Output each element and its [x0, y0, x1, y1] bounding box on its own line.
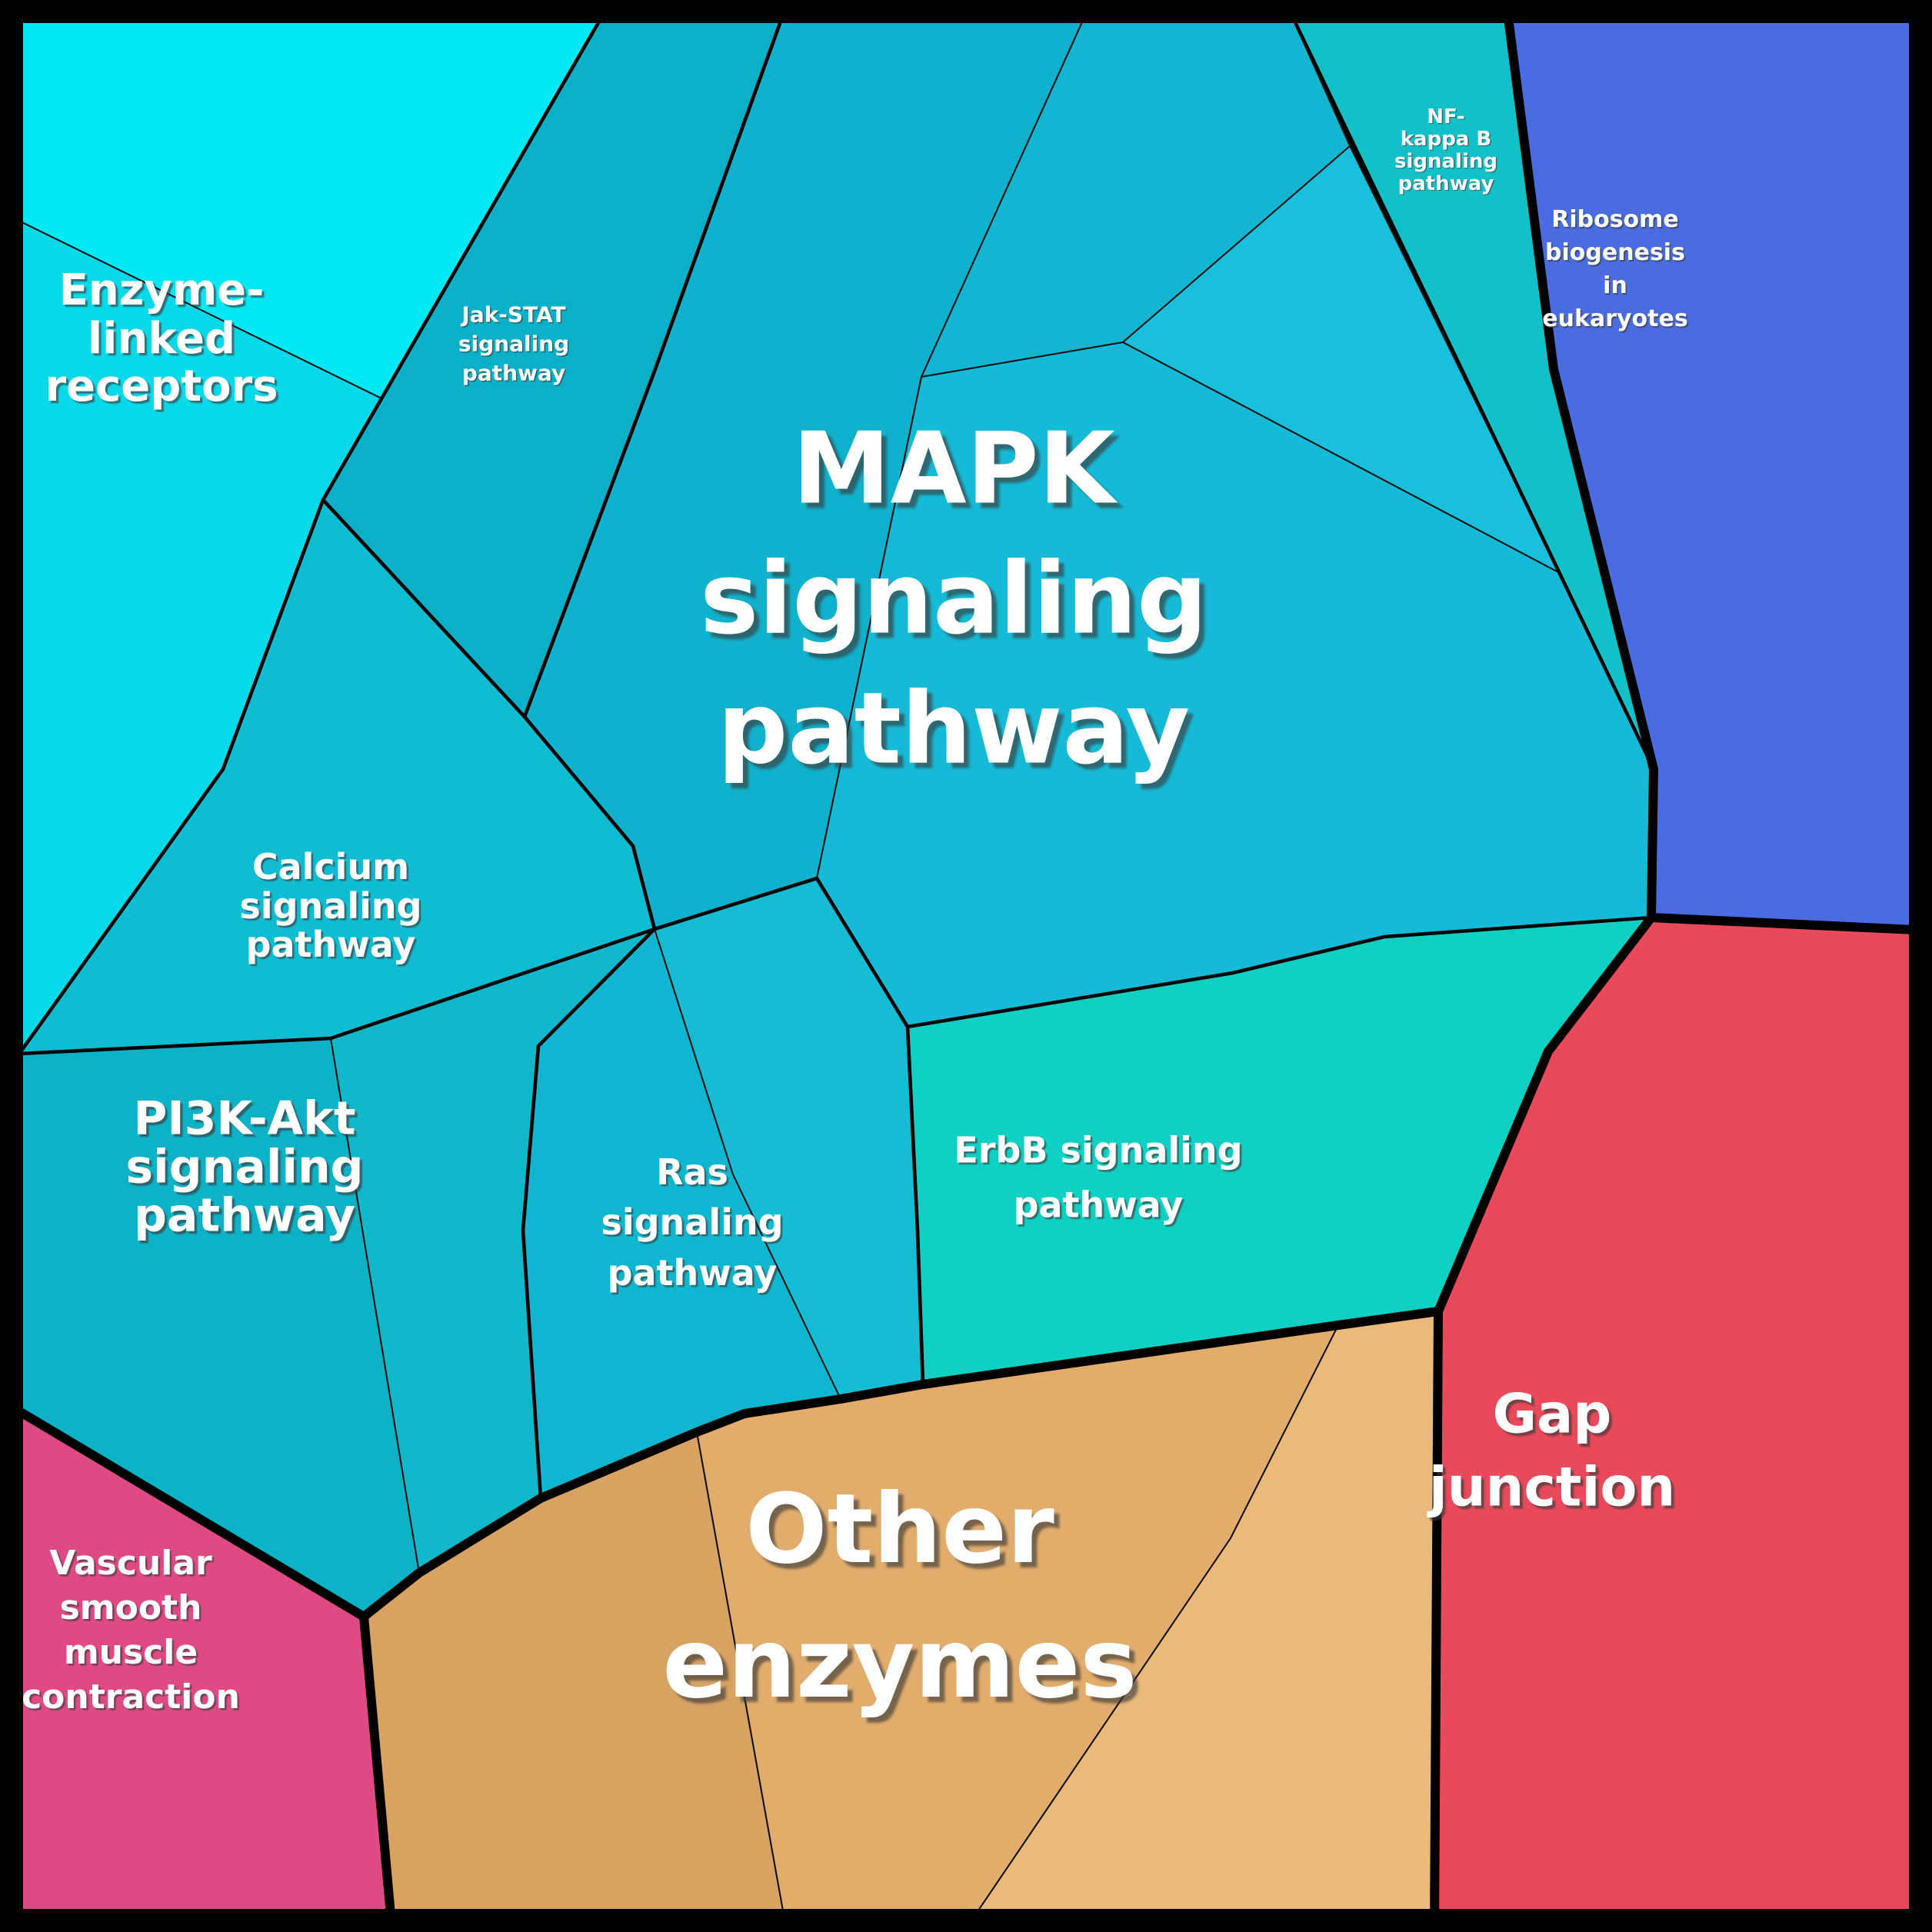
subcell-borders — [0, 0, 1561, 1932]
boundary-line — [359, 1307, 1443, 1621]
boundary-line — [652, 876, 910, 1029]
label-vascular-smooth-muscle-contraction: Vascular smooth muscle contraction — [22, 1543, 240, 1717]
boundary-line — [654, 928, 841, 1400]
boundary-line — [905, 915, 1654, 1029]
label-other-enzymes: Other enzymes — [662, 1474, 1138, 1720]
label-pi3k-akt-signaling-pathway: PI3K-Akt signaling pathway — [125, 1091, 364, 1243]
boundary-line — [17, 498, 325, 1056]
boundary-line — [522, 715, 657, 931]
boundary-line — [905, 1024, 925, 1387]
label-calcium-signaling-pathway: Calcium signaling pathway — [239, 846, 422, 966]
boundary-line — [1282, 0, 1656, 771]
boundary-line — [1122, 341, 1561, 574]
boundary-line — [330, 1038, 420, 1574]
pathway-borders — [0, 0, 1654, 1498]
boundary-line — [321, 498, 527, 719]
boundary-line — [696, 1431, 788, 1932]
boundary-line — [1430, 1307, 1443, 1932]
label-gap-junction: Gap junction — [1428, 1382, 1676, 1519]
boundary-line — [1434, 913, 1656, 1316]
label-jak-stat-signaling-pathway: Jak-STAT signaling pathway — [458, 301, 570, 385]
boundary-line — [321, 0, 614, 502]
boundary-line — [359, 1612, 397, 1932]
label-ras-signaling-pathway: Ras signaling pathway — [601, 1151, 784, 1294]
label-ribosome-biogenesis-in-eukaryotes: Ribosome biogenesis in eukaryotes — [1542, 206, 1688, 332]
boundary-line — [1647, 913, 1932, 935]
boundary-line — [522, 0, 791, 719]
boundary-line — [921, 0, 1093, 378]
boundary-line — [0, 211, 382, 399]
label-nf-kappa-b-signaling-pathway: NF- kappa B signaling pathway — [1394, 105, 1497, 196]
boundary-line — [963, 1324, 1339, 1932]
label-mapk-signaling-pathway: MAPK signaling pathway — [700, 411, 1208, 787]
label-enzyme-linked-receptors: Enzyme- linked receptors — [45, 265, 278, 412]
boundary-line — [521, 927, 657, 1501]
boundary-line — [0, 1395, 368, 1621]
boundary-line — [1501, 0, 1658, 922]
boundary-line — [17, 927, 657, 1056]
label-erbb-signaling-pathway: ErbB signaling pathway — [954, 1129, 1243, 1226]
boundary-line — [816, 376, 922, 879]
